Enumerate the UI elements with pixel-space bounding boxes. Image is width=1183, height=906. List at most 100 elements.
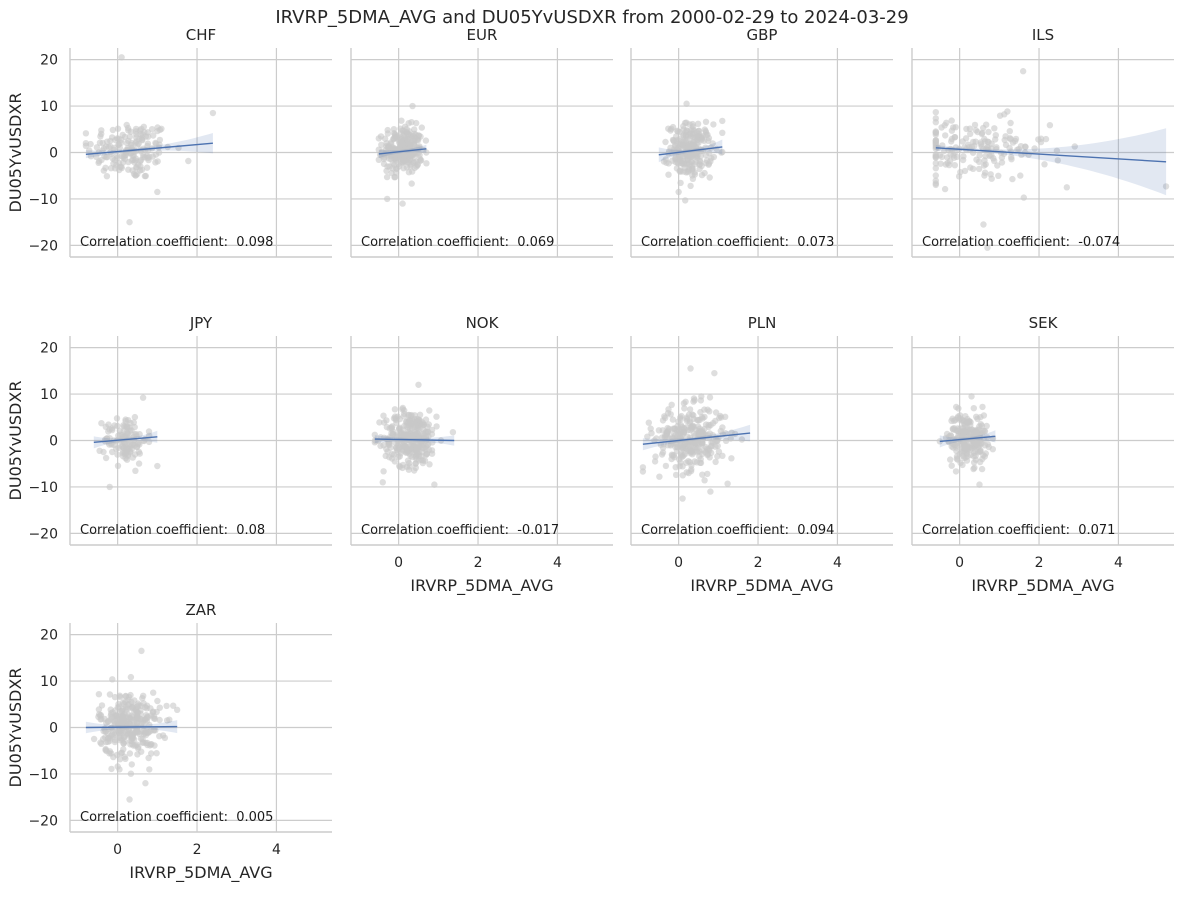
data-point: [449, 429, 457, 436]
data-point: [428, 450, 436, 457]
correlation-value: 0.005: [236, 810, 273, 825]
correlation-label: Correlation coefficient:: [361, 235, 517, 250]
data-point: [687, 418, 694, 425]
data-point: [98, 420, 105, 427]
data-point: [400, 156, 407, 163]
data-point: [724, 480, 731, 487]
data-point: [983, 422, 990, 430]
data-point: [376, 419, 383, 426]
data-point: [713, 437, 721, 444]
data-point: [711, 369, 718, 377]
data-point: [701, 126, 708, 133]
data-point: [932, 137, 940, 144]
x-axis-label: IRVRP_5DMA_AVG: [410, 576, 553, 596]
data-point: [958, 416, 966, 423]
data-point: [696, 157, 703, 165]
data-point: [961, 428, 968, 436]
data-point: [433, 423, 440, 430]
data-point: [423, 450, 430, 458]
data-point: [422, 137, 430, 144]
data-point: [656, 473, 663, 480]
data-point: [98, 127, 105, 134]
data-point: [154, 697, 161, 705]
data-point: [98, 702, 106, 709]
data-point: [409, 441, 416, 448]
data-point: [960, 454, 968, 462]
data-point: [114, 125, 122, 132]
data-point: [103, 154, 111, 161]
data-point: [109, 709, 116, 716]
data-point: [108, 134, 116, 141]
data-point: [1006, 128, 1013, 135]
data-point: [981, 453, 988, 460]
correlation-annotation: Correlation coefficient: 0.073: [641, 235, 834, 250]
data-point: [671, 425, 678, 432]
regression-line: [935, 147, 1167, 163]
data-point: [138, 748, 145, 755]
data-point: [132, 125, 140, 133]
data-point: [131, 423, 138, 431]
x-tick-label: 4: [272, 842, 281, 858]
data-point: [695, 127, 703, 134]
correlation-label: Correlation coefficient:: [80, 523, 236, 538]
data-point: [111, 731, 118, 738]
data-point: [718, 149, 725, 156]
y-tick-label: 0: [49, 146, 58, 162]
data-point: [932, 109, 939, 116]
data-point: [702, 118, 710, 126]
correlation-annotation: Correlation coefficient: -0.074: [922, 235, 1120, 250]
data-point: [127, 673, 135, 681]
data-point: [114, 462, 122, 469]
data-point: [967, 130, 974, 138]
data-point: [950, 154, 958, 161]
data-point: [998, 159, 1006, 166]
panel-title: ILS: [1032, 26, 1054, 44]
data-point: [712, 409, 720, 416]
correlation-label: Correlation coefficient:: [80, 235, 236, 250]
data-point: [145, 438, 153, 446]
data-point: [115, 141, 122, 148]
data-point: [383, 445, 390, 453]
data-point: [977, 139, 984, 146]
data-point: [130, 736, 138, 743]
x-tick-label: 4: [553, 555, 562, 571]
data-point: [652, 453, 659, 460]
data-point: [126, 750, 134, 757]
data-point: [687, 182, 694, 190]
data-point: [718, 414, 725, 421]
data-point: [971, 464, 978, 471]
data-point: [153, 750, 160, 757]
panel-zar: ZAR −20 −10 0 10 20 DU05YvUSDXR 0 2 4IRVRP_5DMA_A…: [6, 601, 332, 883]
data-point: [992, 136, 999, 143]
data-point: [1035, 136, 1042, 143]
data-point: [970, 452, 977, 460]
data-point: [704, 470, 711, 478]
data-point: [389, 144, 396, 151]
correlation-annotation: Correlation coefficient: 0.08: [80, 523, 265, 538]
data-point: [953, 447, 960, 455]
data-point: [696, 448, 703, 455]
data-point: [120, 746, 127, 753]
data-point: [988, 175, 995, 182]
data-point: [156, 716, 163, 724]
data-point: [126, 441, 134, 448]
data-point: [977, 414, 984, 421]
data-point: [125, 417, 132, 424]
scatter-points: [375, 102, 430, 207]
correlation-value: 0.071: [1078, 523, 1115, 538]
data-point: [412, 158, 419, 165]
data-point: [144, 140, 152, 147]
data-point: [694, 120, 702, 128]
data-point: [414, 446, 421, 453]
data-point: [953, 403, 960, 411]
x-tick-label: 0: [674, 555, 683, 571]
data-point: [392, 444, 400, 451]
data-point: [710, 153, 718, 161]
data-point: [662, 462, 670, 470]
x-tick-label: 2: [1035, 555, 1044, 571]
data-point: [391, 131, 399, 138]
data-point: [686, 447, 693, 454]
data-point: [980, 221, 987, 228]
correlation-value: 0.098: [236, 235, 273, 250]
data-point: [380, 412, 387, 419]
